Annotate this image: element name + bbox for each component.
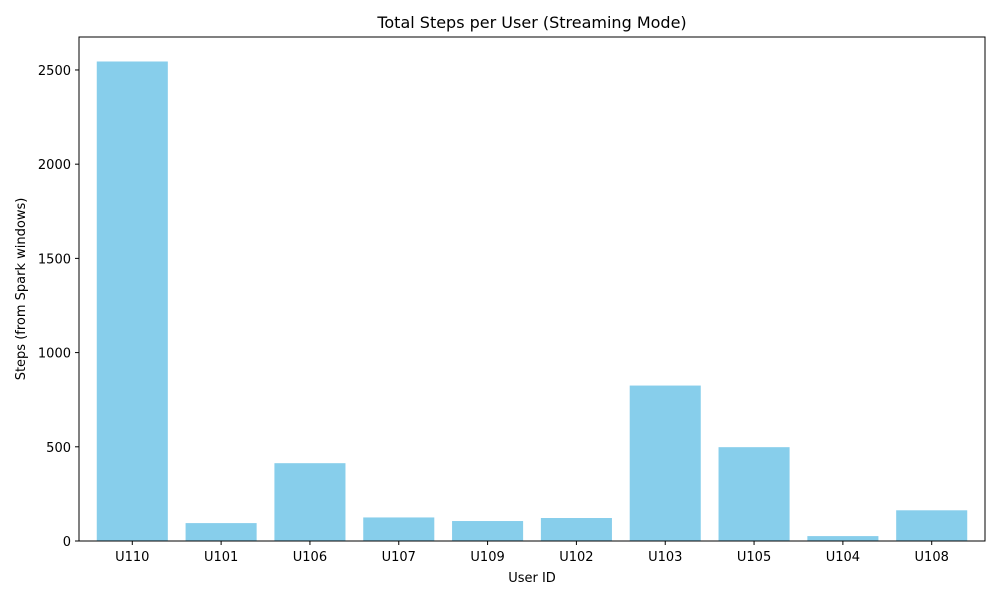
x-tick-label: U107 [382, 550, 416, 565]
y-tick-label: 1500 [38, 252, 71, 267]
x-tick-label: U109 [470, 550, 504, 565]
x-tick-label: U101 [204, 550, 238, 565]
y-axis-label: Steps (from Spark windows) [14, 198, 29, 381]
x-tick-label: U106 [293, 550, 327, 565]
y-tick-label: 2000 [38, 158, 71, 173]
chart-title: Total Steps per User (Streaming Mode) [376, 13, 686, 32]
x-tick-label: U105 [737, 550, 771, 565]
plot-frame [78, 36, 986, 542]
bar-u104 [807, 536, 879, 541]
x-tick-label: U104 [826, 550, 860, 565]
bar-u109 [452, 521, 524, 541]
y-tick-label: 1000 [38, 347, 71, 362]
bar-u102 [540, 518, 612, 541]
x-tick-label: U110 [115, 550, 149, 565]
y-tick-label: 500 [46, 441, 71, 456]
x-axis-label: User ID [508, 571, 556, 586]
y-axis-ticks: 0 500 1000 1500 2000 2500 [38, 64, 79, 550]
bar-u107 [363, 517, 435, 541]
x-axis-ticks: U110 U101 U106 U107 U109 U102 U103 U105 U104 U108 [115, 541, 949, 565]
bar-u106 [274, 463, 346, 541]
y-tick-label: 0 [63, 535, 71, 550]
bars-layer [96, 61, 968, 541]
y-tick-label: 2500 [38, 64, 71, 79]
bar-u105 [718, 447, 790, 541]
bar-u108 [896, 510, 968, 541]
x-tick-label: U103 [648, 550, 682, 565]
bar-u101 [185, 523, 257, 541]
bar-u110 [96, 61, 168, 541]
x-tick-label: U102 [559, 550, 593, 565]
bar-u103 [629, 385, 701, 541]
x-tick-label: U108 [915, 550, 949, 565]
